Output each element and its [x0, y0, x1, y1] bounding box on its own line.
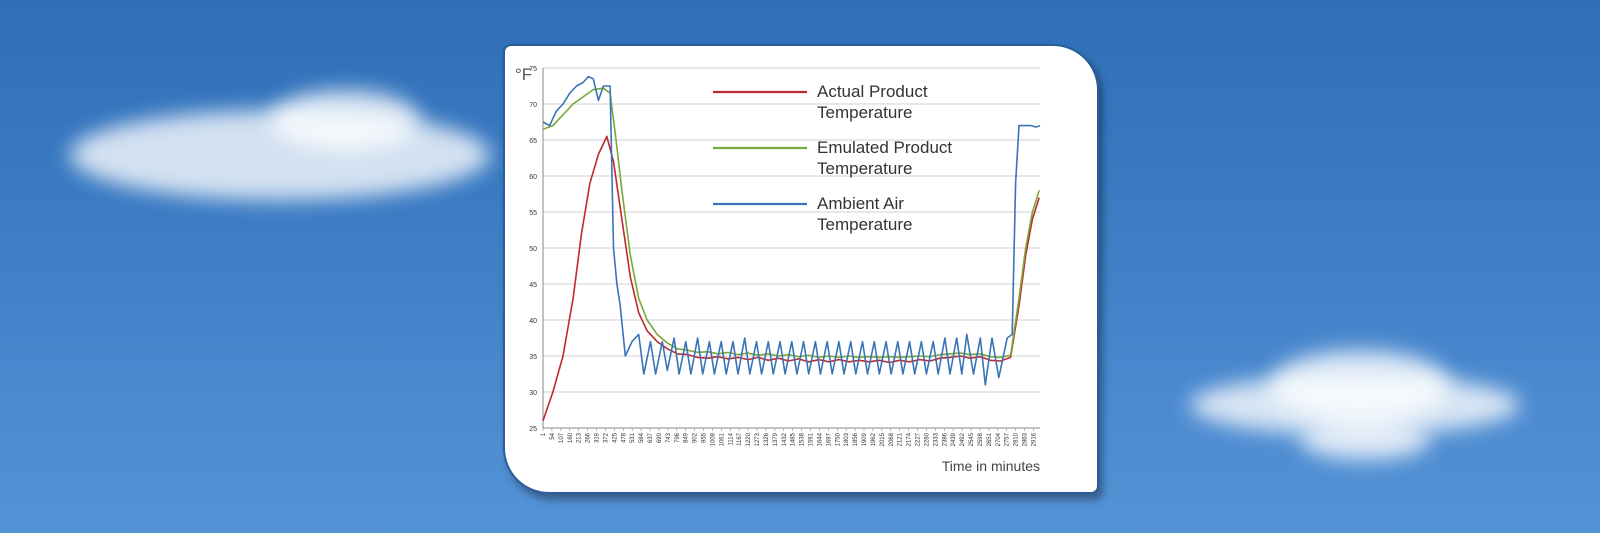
- chart-grid: [542, 67, 1040, 429]
- x-axis-ticks: 1 54 107 160 213 266 319 372 425 478 531 584 637 690 7…: [541, 428, 1037, 446]
- x-tick-label: 2015: [880, 432, 886, 446]
- x-tick-label: 266: [586, 432, 592, 443]
- series-line-2: [542, 75, 1041, 386]
- legend: Actual Product Temperature Emulated Produc…: [713, 82, 952, 234]
- x-tick-label: 690: [657, 432, 663, 443]
- x-tick-label: 902: [693, 432, 699, 443]
- x-tick-label: 1379: [773, 432, 779, 446]
- temperature-line-chart: 25 30 35 40 45 50 55 60 65 70 75 1 54 107 160 213 266 31…: [515, 65, 1041, 474]
- x-tick-label: 1061: [719, 432, 725, 446]
- x-tick-label: 2492: [960, 432, 966, 446]
- x-tick-label: 531: [630, 432, 636, 443]
- legend-label-1: Emulated Product Temperature: [817, 138, 952, 178]
- x-tick-label: 796: [675, 432, 681, 443]
- y-tick-label: 50: [529, 246, 537, 253]
- x-tick-label: 1167: [737, 432, 743, 446]
- x-tick-label: 2121: [898, 432, 904, 446]
- y-axis-ticks: 25 30 35 40 45 50 55 60 65 70 75: [529, 66, 537, 433]
- unit-label: °F: [515, 65, 532, 84]
- x-tick-label: 1591: [809, 432, 815, 446]
- x-axis-label: Time in minutes: [942, 458, 1040, 474]
- x-tick-label: 2810: [1014, 432, 1020, 446]
- x-tick-label: 372: [603, 432, 609, 443]
- x-tick-label: 2598: [978, 432, 984, 446]
- x-tick-label: 1220: [746, 432, 752, 446]
- x-tick-label: 2333: [933, 432, 939, 446]
- series-line-0: [542, 135, 1040, 422]
- y-tick-label: 25: [529, 426, 537, 433]
- x-tick-label: 955: [702, 432, 708, 443]
- x-tick-label: 1697: [826, 432, 832, 446]
- x-tick-label: 1803: [844, 432, 850, 446]
- x-tick-label: 743: [666, 432, 672, 443]
- x-tick-label: 2704: [996, 432, 1002, 446]
- series-lines: [542, 75, 1041, 422]
- x-tick-label: 2068: [889, 432, 895, 446]
- legend-label-0: Actual Product Temperature: [817, 82, 928, 122]
- x-tick-label: 54: [550, 432, 556, 439]
- y-tick-label: 45: [529, 282, 537, 289]
- y-tick-label: 60: [529, 174, 537, 181]
- x-tick-label: 1485: [791, 432, 797, 446]
- x-tick-label: 2227: [916, 432, 922, 446]
- x-tick-label: 1909: [862, 432, 868, 446]
- x-tick-label: 2651: [987, 432, 993, 446]
- x-tick-label: 425: [612, 432, 618, 443]
- y-tick-label: 75: [529, 66, 537, 73]
- x-tick-label: 1: [541, 432, 547, 436]
- cloud-left-top: [270, 90, 420, 150]
- x-tick-label: 2280: [924, 432, 930, 446]
- x-tick-label: 584: [639, 432, 645, 443]
- x-tick-label: 319: [595, 432, 601, 443]
- cloud-right-top: [1270, 350, 1450, 420]
- y-tick-label: 30: [529, 390, 537, 397]
- x-tick-label: 1432: [782, 432, 788, 446]
- x-tick-label: 1114: [728, 432, 734, 445]
- x-tick-label: 2386: [942, 432, 948, 446]
- x-tick-label: 2174: [907, 432, 913, 446]
- y-tick-label: 40: [529, 318, 537, 325]
- x-tick-label: 1273: [755, 432, 761, 446]
- x-tick-label: 160: [568, 432, 574, 443]
- x-tick-label: 2916: [1031, 432, 1037, 446]
- legend-label-2: Ambient Air Temperature: [817, 194, 912, 234]
- x-tick-label: 107: [559, 432, 565, 443]
- x-tick-label: 1538: [800, 432, 806, 446]
- x-tick-label: 1962: [871, 432, 877, 446]
- x-tick-label: 213: [577, 432, 583, 443]
- y-tick-label: 55: [529, 210, 537, 217]
- x-tick-label: 1008: [710, 432, 716, 446]
- x-tick-label: 2757: [1005, 432, 1011, 446]
- x-tick-label: 637: [648, 432, 654, 443]
- x-tick-label: 1644: [817, 432, 823, 446]
- y-tick-label: 35: [529, 354, 537, 361]
- chart-card: 25 30 35 40 45 50 55 60 65 70 75 1 54 107 160 213 266 31…: [503, 44, 1099, 494]
- x-tick-label: 1750: [835, 432, 841, 446]
- x-tick-label: 478: [621, 432, 627, 443]
- x-tick-label: 1326: [764, 432, 770, 446]
- y-tick-label: 65: [529, 138, 537, 145]
- x-tick-label: 2545: [969, 432, 975, 446]
- y-tick-label: 70: [529, 102, 537, 109]
- x-tick-label: 2863: [1023, 432, 1029, 446]
- cloud-right-bottom: [1300, 420, 1430, 460]
- series-line-1: [542, 87, 1040, 359]
- x-tick-label: 2439: [951, 432, 957, 446]
- x-tick-label: 849: [684, 432, 690, 443]
- x-tick-label: 1856: [853, 432, 859, 446]
